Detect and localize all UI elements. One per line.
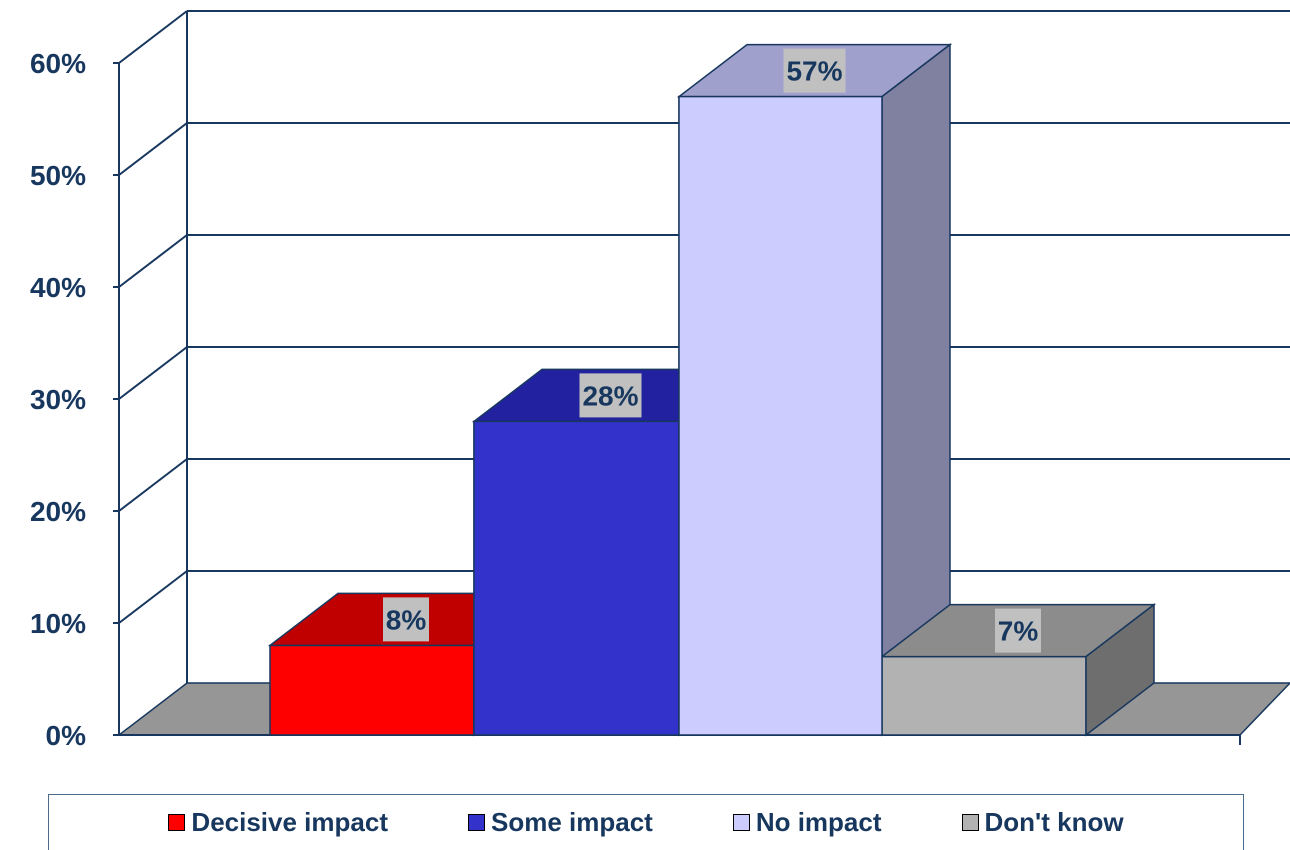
y-tick-label: 0% <box>46 720 87 751</box>
y-tick-label: 60% <box>30 48 86 79</box>
data-label: 28% <box>582 380 638 411</box>
bar-front-overlay <box>679 97 882 735</box>
y-tick-label: 30% <box>30 384 86 415</box>
bar <box>882 657 1086 735</box>
legend-label: Decisive impact <box>191 807 388 838</box>
bar <box>270 645 474 735</box>
legend-item: No impact <box>733 807 882 838</box>
gridline-side <box>119 11 187 63</box>
legend-swatch <box>733 814 750 831</box>
legend: Decisive impact Some impact No impact Don't… <box>48 794 1244 850</box>
y-tick-label: 20% <box>30 496 86 527</box>
legend-label: Don't know <box>985 807 1124 838</box>
y-tick-label: 50% <box>30 160 86 191</box>
data-label: 8% <box>386 604 427 635</box>
data-label: 7% <box>998 616 1039 647</box>
gridline-side <box>119 123 187 175</box>
y-tick-label: 10% <box>30 608 86 639</box>
legend-label: Some impact <box>491 807 653 838</box>
legend-label: No impact <box>756 807 882 838</box>
gridline-side <box>119 235 187 287</box>
gridline-side <box>119 459 187 511</box>
legend-swatch <box>168 814 185 831</box>
legend-item: Decisive impact <box>168 807 388 838</box>
legend-swatch <box>468 814 485 831</box>
gridline-side <box>119 347 187 399</box>
bar-front-overlay <box>474 421 679 735</box>
gridline-side <box>119 571 187 623</box>
legend-item: Some impact <box>468 807 653 838</box>
legend-item: Don't know <box>962 807 1124 838</box>
legend-swatch <box>962 814 979 831</box>
y-tick-label: 40% <box>30 272 86 303</box>
data-label: 57% <box>786 56 842 87</box>
